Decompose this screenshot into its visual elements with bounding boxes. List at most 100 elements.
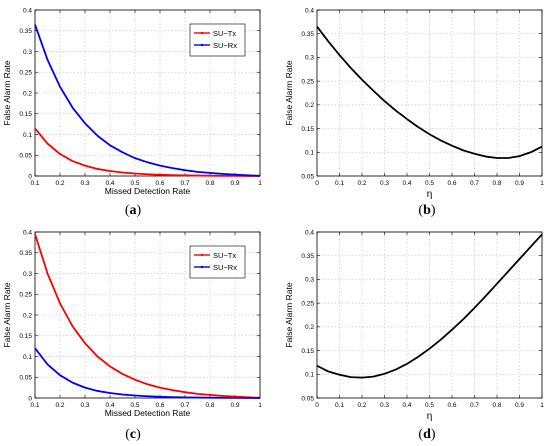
y-tick-label: 0.3 (23, 271, 32, 278)
x-tick-label: 0.5 (425, 180, 434, 187)
x-tick-label: 0 (315, 402, 319, 409)
y-tick-label: 0.4 (305, 7, 314, 14)
x-tick-label: 0.8 (205, 180, 214, 187)
x-tick-label: 0.9 (515, 402, 524, 409)
x-tick-label: 0.4 (105, 402, 114, 409)
legend-marker (200, 31, 204, 35)
x-tick-label: 1 (258, 180, 262, 187)
y-tick-label: 0.3 (23, 49, 32, 56)
caption-d: (d) (418, 427, 436, 442)
x-tick-label: 0.9 (230, 402, 239, 409)
y-tick-label: 0.25 (19, 70, 32, 77)
legend-label: SU−Rx (213, 41, 237, 50)
x-tick-label: 0.4 (402, 180, 411, 187)
x-tick-label: 0.4 (402, 402, 411, 409)
y-tick-label: 0.15 (301, 348, 314, 355)
x-tick-label: 0.1 (30, 180, 39, 187)
series-line-1 (34, 233, 261, 399)
x-tick-label: 0.7 (180, 402, 189, 409)
y-axis-label: False Alarm Rate (2, 60, 12, 125)
y-axis-label: False Alarm Rate (2, 282, 12, 347)
legend-marker (200, 265, 204, 269)
y-axis-label: False Alarm Rate (284, 282, 294, 347)
y-tick-label: 0.15 (19, 333, 32, 340)
chart-b: 0 0.1 0.2 0.3 0.4 0.5 0.6 0.7 0.8 0.9 1 0.05 0.1 0.15… (284, 7, 544, 200)
y-tick-label: 0 (28, 173, 32, 180)
y-tick-label: 0.2 (23, 312, 32, 319)
y-tick-label: 0.1 (305, 150, 314, 157)
legend-box (189, 245, 246, 279)
x-axis-label: Missed Detection Rate (105, 186, 191, 196)
y-axis-label: False Alarm Rate (284, 60, 294, 125)
x-axis-label: η (427, 411, 433, 422)
legend-label: SU−Rx (213, 263, 237, 272)
x-tick-label: 0.9 (515, 180, 524, 187)
x-tick-label: 0.8 (205, 402, 214, 409)
x-tick-label: 1 (540, 402, 544, 409)
legend: SU−Tx SU−Rx (189, 23, 246, 57)
y-tick-label: 0.15 (301, 126, 314, 133)
y-tick-label: 0.25 (19, 292, 32, 299)
x-tick-label: 0.7 (470, 180, 479, 187)
x-tick-label: 0.1 (335, 180, 344, 187)
x-tick-label: 0.7 (180, 180, 189, 187)
legend-marker (200, 253, 204, 257)
legend-label: SU−Tx (213, 251, 236, 260)
y-tick-label: 0 (28, 395, 32, 402)
series-line-2 (34, 347, 261, 399)
x-tick-label: 0.3 (380, 180, 389, 187)
x-axis-label: η (427, 189, 433, 200)
x-tick-label: 0.9 (230, 180, 239, 187)
x-tick-label: 0.3 (380, 402, 389, 409)
x-tick-label: 0.7 (470, 402, 479, 409)
series-line-2 (34, 24, 261, 177)
chart-d: 0 0.1 0.2 0.3 0.4 0.5 0.6 0.7 0.8 0.9 1 0.05 0.1 0.15… (284, 229, 544, 422)
legend-box (189, 23, 246, 57)
x-tick-label: 0.1 (30, 402, 39, 409)
y-tick-label: 0.3 (305, 55, 314, 62)
caption-c: (c) (125, 427, 141, 442)
y-tick-label: 0.05 (301, 173, 314, 180)
y-tick-label: 0.25 (301, 78, 314, 85)
y-tick-label: 0.1 (305, 372, 314, 379)
y-tick-label: 0.2 (305, 102, 314, 109)
plot-frame (34, 9, 261, 177)
y-tick-label: 0.05 (301, 395, 314, 402)
x-tick-label: 0.2 (55, 402, 64, 409)
x-tick-label: 1 (540, 180, 544, 187)
x-tick-label: 0.2 (55, 180, 64, 187)
y-tick-label: 0.2 (23, 90, 32, 97)
y-tick-label: 0.05 (19, 153, 32, 160)
y-tick-label: 0.2 (305, 324, 314, 331)
plot-frame (316, 9, 543, 177)
caption-b: (b) (418, 203, 436, 218)
caption-a: (a) (124, 203, 142, 218)
legend-marker (200, 43, 204, 47)
x-tick-label: 0.8 (492, 180, 501, 187)
series-line-1 (34, 127, 261, 177)
x-tick-label: 0.6 (155, 402, 164, 409)
x-tick-label: 1 (258, 402, 262, 409)
y-tick-label: 0.4 (305, 229, 314, 236)
x-tick-label: 0.4 (105, 180, 114, 187)
x-tick-label: 0.5 (425, 402, 434, 409)
x-tick-label: 0.6 (155, 180, 164, 187)
x-tick-label: 0.3 (80, 402, 89, 409)
x-tick-label: 0.3 (80, 180, 89, 187)
x-tick-label: 0.1 (335, 402, 344, 409)
series-line-1 (316, 26, 543, 159)
x-tick-label: 0.2 (357, 180, 366, 187)
plot-frame (34, 231, 261, 399)
y-tick-label: 0.15 (19, 111, 32, 118)
legend: SU−Tx SU−Rx (189, 245, 246, 279)
y-tick-label: 0.1 (23, 132, 32, 139)
y-tick-label: 0.35 (19, 250, 32, 257)
x-tick-label: 0 (315, 180, 319, 187)
x-tick-label: 0.5 (130, 402, 139, 409)
y-tick-label: 0.35 (19, 28, 32, 35)
y-tick-label: 0.1 (23, 354, 32, 361)
y-tick-label: 0.35 (301, 31, 314, 38)
chart-c: 0.1 0.2 0.3 0.4 0.5 0.6 0.7 0.8 0.9 1 0 0.05 0.1 0.15… (2, 229, 262, 418)
x-tick-label: 0.6 (447, 402, 456, 409)
